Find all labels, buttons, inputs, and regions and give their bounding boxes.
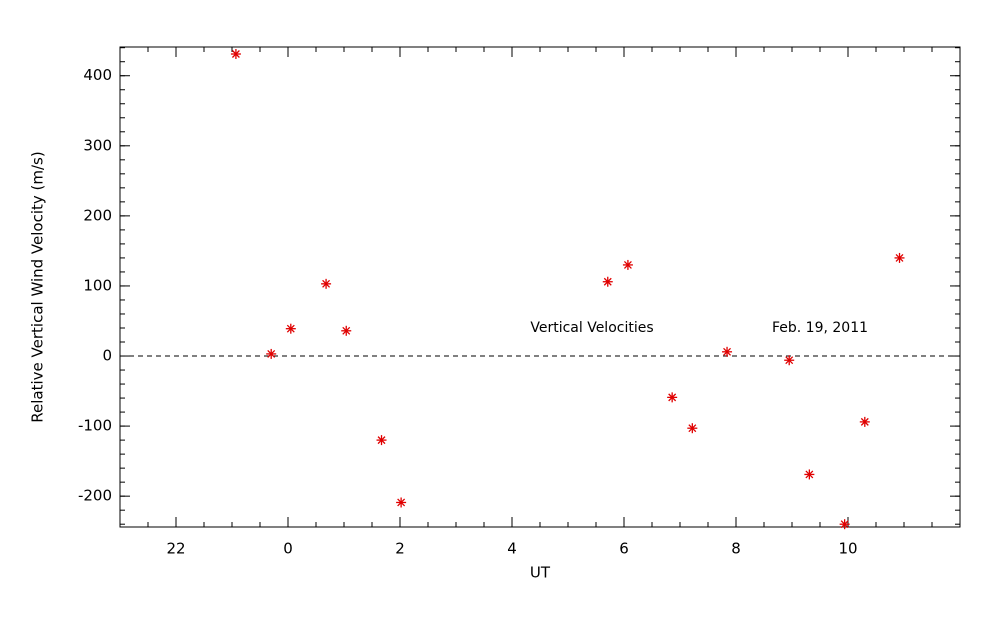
data-point	[341, 325, 352, 336]
marker-stroke	[231, 50, 240, 58]
marker-stroke	[805, 470, 814, 479]
data-point	[285, 323, 296, 334]
annotation: Feb. 19, 2011	[772, 320, 868, 336]
y-tick-label: 300	[83, 136, 112, 154]
y-axis-label: Relative Vertical Wind Velocity (m/s)	[29, 151, 47, 422]
marker-stroke	[785, 356, 794, 365]
marker-stroke	[840, 520, 849, 529]
data-point	[622, 259, 633, 270]
x-tick-label: 0	[283, 540, 293, 558]
data-point	[894, 252, 905, 263]
marker-stroke	[860, 417, 869, 426]
y-tick-label: -200	[78, 487, 112, 505]
data-point	[396, 497, 407, 508]
marker-stroke	[895, 253, 904, 262]
y-tick-label: 400	[83, 66, 112, 84]
data-point	[667, 392, 678, 403]
data-point	[804, 469, 815, 480]
marker-stroke	[688, 424, 697, 433]
marker-stroke	[603, 277, 612, 286]
marker-stroke	[342, 326, 351, 335]
marker-stroke	[397, 498, 406, 507]
y-tick-label: 100	[83, 276, 112, 294]
data-point	[839, 519, 850, 530]
marker-stroke	[623, 260, 632, 269]
x-tick-label: 10	[838, 540, 857, 558]
data-point	[321, 278, 332, 289]
data-point	[230, 49, 241, 60]
data-point	[602, 276, 613, 287]
marker-stroke	[668, 393, 677, 402]
y-tick-label: 0	[102, 347, 112, 365]
annotation: Vertical Velocities	[530, 320, 653, 336]
x-tick-label: 4	[507, 540, 517, 558]
data-point	[859, 416, 870, 427]
y-tick-label: -100	[78, 417, 112, 435]
data-point	[266, 348, 277, 359]
marker-stroke	[322, 279, 331, 288]
marker-stroke	[377, 436, 386, 445]
data-point	[784, 355, 795, 366]
y-tick-label: 200	[83, 206, 112, 224]
x-tick-label: 6	[619, 540, 629, 558]
plot-frame	[119, 46, 961, 528]
marker-stroke	[723, 347, 731, 356]
x-tick-label: 8	[731, 540, 741, 558]
x-axis-label: UT	[530, 564, 551, 582]
marker-stroke	[286, 324, 295, 333]
x-tick-label: 2	[395, 540, 405, 558]
data-point	[722, 346, 733, 357]
data-point	[376, 435, 387, 446]
marker-stroke	[267, 349, 276, 358]
x-tick-label: 22	[166, 540, 185, 558]
data-point	[687, 423, 698, 434]
